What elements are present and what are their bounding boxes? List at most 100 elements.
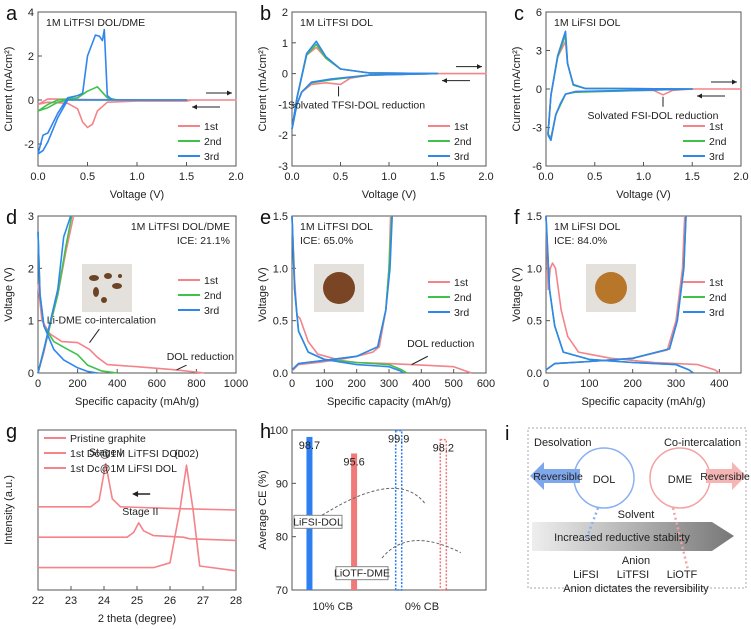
y-tick-label: 2 (282, 7, 288, 19)
dol-label: DOL (593, 474, 616, 486)
y-tick-label: 0 (28, 95, 34, 107)
arrow-head-icon (697, 93, 702, 99)
y-tick-label: 1.0 (273, 263, 288, 275)
series-line-3rd (291, 215, 405, 374)
legend-label: Pristine graphite (70, 433, 146, 445)
y-tick-label: -3 (532, 123, 542, 135)
annotation-arrow (411, 355, 429, 366)
annotation-label: Solvated TFSI-DOL reduction (288, 99, 425, 111)
y-tick-label: 1 (282, 38, 288, 50)
legend-label: 1st Dc@1M LiFSI DOL (70, 463, 177, 475)
reversible-right-arrow-icon (706, 462, 746, 490)
graphite-flake (89, 275, 99, 281)
dashed-arrow (381, 540, 462, 559)
bar-value-label: 98.7 (299, 440, 320, 452)
x-tick-label: 300 (667, 378, 685, 390)
legend-label: 1st (204, 121, 218, 133)
panel-label: b (260, 3, 271, 25)
series-line-2nd (547, 34, 694, 140)
x-axis-label: Specific capacity (mAh/g) (581, 396, 705, 408)
series-line-1st-dc-1m-lifsi-dol (38, 462, 237, 511)
schematic-frame (527, 427, 747, 589)
graphite-flake (112, 283, 122, 289)
panel-d: d 0 200 400 600 800 1000 0 1 2 3 Specific capacity … (3, 207, 248, 408)
reversible-left-arrow-icon (530, 462, 580, 490)
x-tick-label: 200 (347, 378, 365, 390)
y-tick-label: 1.0 (527, 263, 542, 275)
legend-label: 1st (204, 275, 218, 287)
series-line-pristine-graphite (38, 464, 237, 572)
annotation-label: Li-DME co-intercalation (47, 314, 156, 326)
series-line-3rd (547, 30, 694, 142)
legend-label: 1st (454, 277, 468, 289)
chart-title: 1M LiTFSI DOL/DME (46, 17, 145, 29)
series-line-3rd-charge (545, 215, 687, 371)
y-axis-label: Voltage (V) (3, 267, 15, 321)
annotation-arrow (89, 328, 100, 343)
panel-label: a (6, 3, 18, 25)
annotation-label: Stage II (122, 506, 158, 518)
electrode-disk (323, 272, 355, 304)
anion-name: LiFSI (573, 569, 599, 581)
x-tick-label: 1.5 (430, 171, 445, 183)
series-line-2nd (291, 43, 439, 130)
chart-title: 1M LiTFSI DOL/DME (131, 221, 230, 233)
x-tick-label: 0 (35, 378, 41, 390)
x-tick-label: 400 (412, 378, 430, 390)
dotted-connector (671, 507, 690, 571)
y-tick-label: 2 (28, 263, 34, 275)
bar-lifsi-dol-0 (306, 436, 313, 590)
legend-label: 3rd (204, 151, 219, 163)
x-axis-label: Specific capacity (mAh/g) (75, 396, 199, 408)
y-axis-label: Current (mA/cm²) (257, 47, 269, 132)
anion-label: Anion (622, 555, 650, 567)
series-line-3rd-charge (37, 215, 72, 374)
legend-label: 2nd (204, 136, 222, 148)
y-tick-label: 100 (270, 425, 288, 437)
x-tick-label: 0.0 (30, 171, 45, 183)
legend-label: 2nd (454, 136, 472, 148)
y-tick-label: -1 (278, 99, 288, 111)
reversible-left-label: Reversible (533, 471, 583, 483)
x-category-label: 0% CB (405, 601, 439, 613)
legend-box (293, 514, 343, 529)
series-line-1st (545, 215, 720, 374)
y-tick-label: -2 (24, 139, 34, 151)
x-tick-label: 26 (164, 595, 176, 607)
x-tick-label: 0.5 (333, 171, 348, 183)
x-tick-label: 400 (710, 378, 728, 390)
y-axis-label: Intensity (a.u.) (3, 475, 15, 545)
plot-frame (545, 215, 742, 374)
series-line-3rd (37, 28, 188, 155)
annotation-label: Stage I (89, 447, 122, 459)
x-tick-label: 0.5 (80, 171, 95, 183)
arrow-head-icon (132, 491, 139, 497)
x-tick-label: 0.5 (587, 171, 602, 183)
x-axis-label: Voltage (V) (362, 189, 416, 201)
y-axis-label: Current (mA/cm²) (3, 47, 15, 132)
legend-label: 1st (709, 277, 723, 289)
legend-label: 3rd (454, 307, 469, 319)
plot-frame (37, 215, 237, 374)
bar-value-label: 95.6 (343, 456, 364, 468)
series-line-3rd (291, 40, 439, 130)
y-tick-label: 0.5 (527, 316, 542, 328)
y-tick-label: -2 (278, 130, 288, 142)
series-line-1st (37, 283, 205, 374)
graphite-flake (104, 273, 112, 279)
x-tick-label: 1.0 (381, 171, 396, 183)
y-tick-label: 1.5 (273, 211, 288, 223)
x-tick-label: 600 (148, 378, 166, 390)
series-line-1st-dc-1m-litfsi-dol (38, 522, 237, 542)
x-tick-label: 1.0 (129, 171, 144, 183)
y-tick-label: 2 (28, 51, 34, 63)
x-tick-label: 24 (98, 595, 110, 607)
y-tick-label: 0 (28, 368, 34, 380)
panel-label: e (260, 207, 271, 229)
stability-arrow-icon (532, 522, 734, 551)
legend-label: 1st (709, 121, 723, 133)
footer-label: Anion dictates the reversibility (563, 583, 709, 595)
panel-label: i (505, 423, 509, 445)
x-tick-label: 1.5 (685, 171, 700, 183)
